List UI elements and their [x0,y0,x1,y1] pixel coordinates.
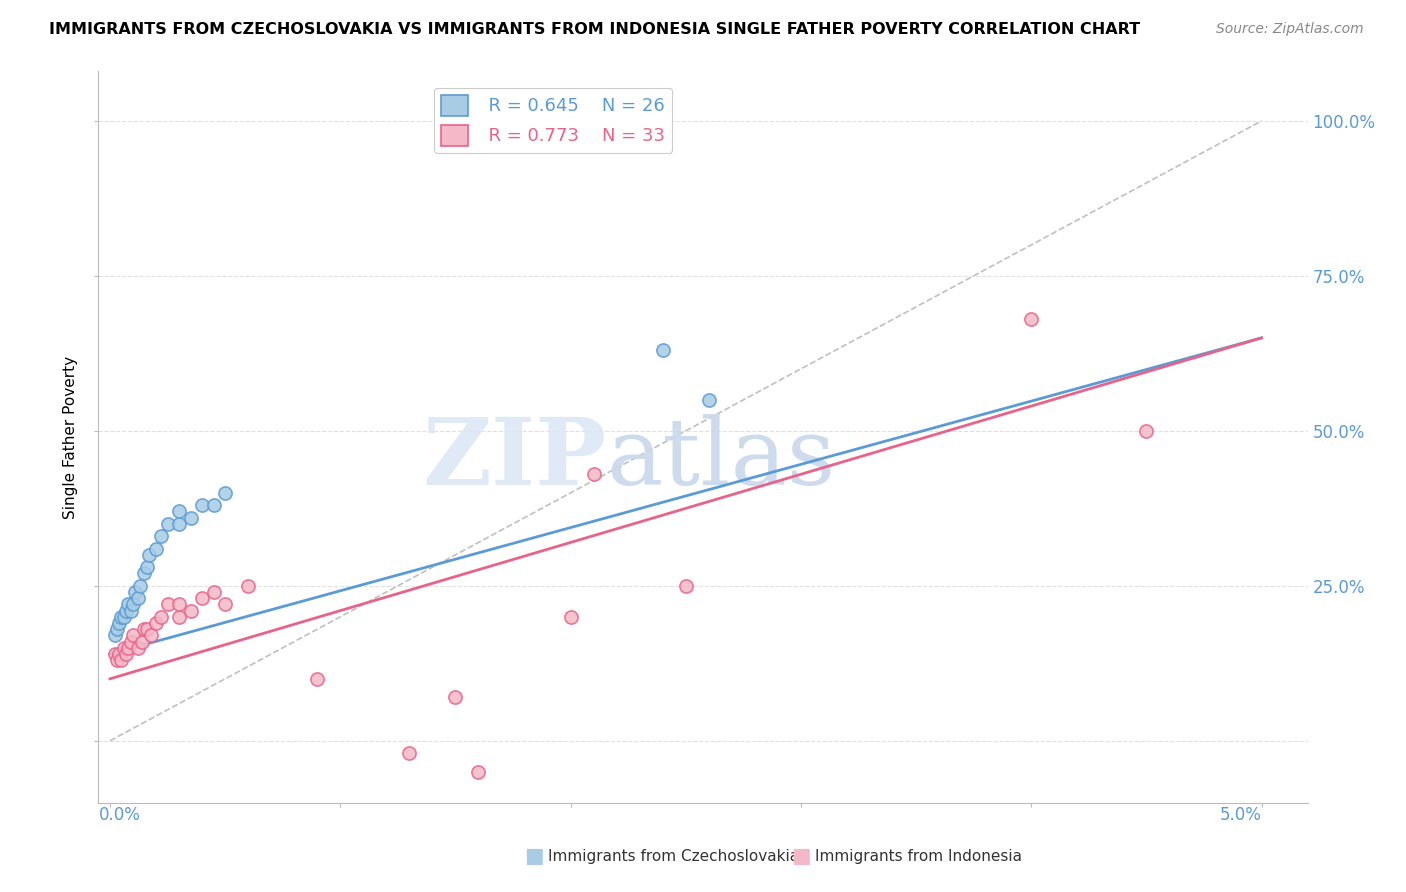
Point [1019,312,1042,326]
Point [127,640,149,655]
Point [110,610,132,624]
Text: 0.0%: 0.0% [98,805,141,824]
Point [214,598,236,612]
Point [138,548,160,562]
Text: ■: ■ [524,847,544,866]
Point [122,628,145,642]
Text: atlas: atlas [606,414,835,504]
Point [191,591,214,606]
Point [582,467,605,482]
Point [675,579,697,593]
Point [108,615,131,630]
Point [156,598,179,612]
Legend:   R = 0.645    N = 26,   R = 0.773    N = 33: R = 0.645 N = 26, R = 0.773 N = 33 [434,87,672,153]
Text: Immigrants from Indonesia: Immigrants from Indonesia [815,849,1022,863]
Point [651,343,673,358]
Point [145,615,167,630]
Point [214,486,236,500]
Point [135,622,157,636]
Point [108,647,131,661]
Point [124,585,146,599]
Point [167,516,190,531]
Point [134,566,156,581]
Point [149,610,172,624]
Point [110,653,132,667]
Point [398,746,420,760]
Text: ZIP: ZIP [422,414,606,504]
Point [180,510,202,524]
Point [134,622,156,636]
Y-axis label: Single Father Poverty: Single Father Poverty [63,356,79,518]
Text: Source: ZipAtlas.com: Source: ZipAtlas.com [1216,22,1364,37]
Point [145,541,167,556]
Point [167,504,190,518]
Text: 5.0%: 5.0% [1219,805,1261,824]
Text: IMMIGRANTS FROM CZECHOSLOVAKIA VS IMMIGRANTS FROM INDONESIA SINGLE FATHER POVERT: IMMIGRANTS FROM CZECHOSLOVAKIA VS IMMIGR… [49,22,1140,37]
Point [202,498,225,512]
Point [128,579,150,593]
Text: Immigrants from Czechoslovakia: Immigrants from Czechoslovakia [548,849,800,863]
Point [105,653,128,667]
Point [115,647,138,661]
Point [307,672,329,686]
Point [122,598,145,612]
Point [135,560,157,574]
Point [167,598,190,612]
Point [560,610,582,624]
Point [167,610,190,624]
Point [131,634,153,648]
Point [127,591,149,606]
Point [180,604,202,618]
Point [117,640,139,655]
Text: ■: ■ [792,847,811,866]
Point [115,604,138,618]
Point [191,498,214,512]
Point [120,634,142,648]
Point [112,640,135,655]
Point [149,529,172,543]
Point [236,579,259,593]
Point [467,764,489,779]
Point [156,516,179,531]
Point [103,628,125,642]
Point [1135,424,1157,438]
Point [697,392,720,407]
Point [444,690,467,705]
Point [112,610,135,624]
Point [103,647,125,661]
Point [141,628,163,642]
Point [202,585,225,599]
Point [117,598,139,612]
Point [120,604,142,618]
Point [105,622,128,636]
